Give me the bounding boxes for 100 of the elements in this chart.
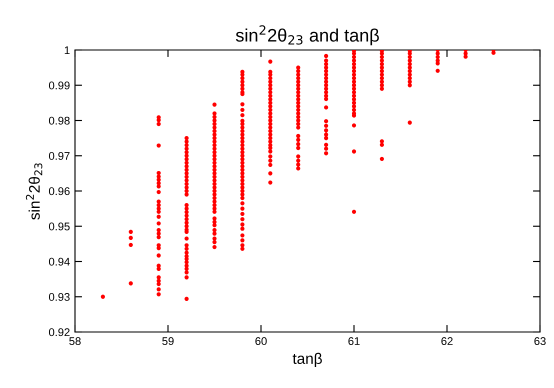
point <box>380 86 384 91</box>
point <box>240 174 244 179</box>
point <box>352 72 356 77</box>
point <box>184 214 189 218</box>
point <box>240 150 244 154</box>
point <box>184 275 189 280</box>
point <box>324 58 328 63</box>
point <box>184 217 189 222</box>
point <box>184 157 189 162</box>
point <box>212 150 217 154</box>
point <box>156 214 161 219</box>
x-tick-label: 60 <box>255 337 267 346</box>
point <box>324 119 328 124</box>
point <box>184 143 189 148</box>
point <box>212 160 217 165</box>
point <box>268 76 272 80</box>
point <box>324 76 328 80</box>
point <box>324 86 328 91</box>
x-tick-label: 63 <box>534 337 546 346</box>
point <box>352 69 356 74</box>
point <box>296 142 300 146</box>
point <box>268 60 272 64</box>
point <box>184 174 189 179</box>
point <box>184 171 189 176</box>
point <box>352 83 356 88</box>
point <box>184 136 189 140</box>
point <box>156 170 161 176</box>
point <box>380 58 384 63</box>
point <box>212 164 217 168</box>
point <box>240 171 244 176</box>
point <box>100 294 105 299</box>
point <box>380 142 384 147</box>
point <box>156 190 161 194</box>
point <box>268 171 272 176</box>
point <box>184 203 189 208</box>
point <box>268 162 272 167</box>
x-tick-label: 61 <box>348 337 360 346</box>
point <box>436 51 440 56</box>
point <box>240 102 244 106</box>
point <box>240 136 244 140</box>
point <box>240 222 244 227</box>
point <box>240 113 244 118</box>
point <box>436 68 440 73</box>
x-tick-label: 62 <box>441 337 453 346</box>
point <box>156 221 161 226</box>
point <box>156 203 161 208</box>
point <box>296 100 300 105</box>
point <box>324 124 328 128</box>
point <box>184 160 189 165</box>
point <box>352 80 356 84</box>
point <box>128 242 133 248</box>
point <box>380 139 384 144</box>
point <box>268 140 272 144</box>
point <box>156 292 161 296</box>
point <box>324 132 328 137</box>
point <box>324 96 328 102</box>
point <box>156 253 161 258</box>
point <box>184 140 189 144</box>
point <box>212 244 217 250</box>
point <box>296 72 300 77</box>
point <box>352 149 356 154</box>
point <box>408 69 412 74</box>
point <box>156 143 161 148</box>
point <box>156 246 161 250</box>
point <box>464 54 468 59</box>
point <box>212 102 217 107</box>
point <box>268 90 272 94</box>
point <box>296 104 300 108</box>
point <box>352 86 356 91</box>
point <box>240 217 244 222</box>
point <box>184 168 189 172</box>
point <box>156 178 161 182</box>
point <box>184 250 189 255</box>
point <box>296 80 300 84</box>
point <box>268 158 272 163</box>
point <box>156 275 161 280</box>
point <box>240 212 244 216</box>
point <box>156 228 161 232</box>
point <box>128 236 133 240</box>
point <box>268 104 272 108</box>
point <box>296 125 300 130</box>
point <box>268 180 272 185</box>
point <box>296 69 300 74</box>
point <box>212 168 217 172</box>
point <box>296 154 300 159</box>
point <box>184 266 189 271</box>
point <box>296 111 300 116</box>
point <box>156 184 161 188</box>
point <box>268 111 272 116</box>
x-axis-title: tanβ <box>292 352 322 368</box>
point <box>436 61 440 66</box>
point <box>184 220 189 225</box>
point <box>240 206 244 211</box>
point <box>184 154 189 158</box>
y-axis-title: sin$^{2}$2θ$_{23}$ <box>26 163 42 220</box>
point <box>324 136 328 140</box>
point <box>240 86 244 91</box>
point <box>352 76 356 80</box>
point <box>240 201 244 206</box>
y-tick-label: 0.99 <box>48 82 70 90</box>
